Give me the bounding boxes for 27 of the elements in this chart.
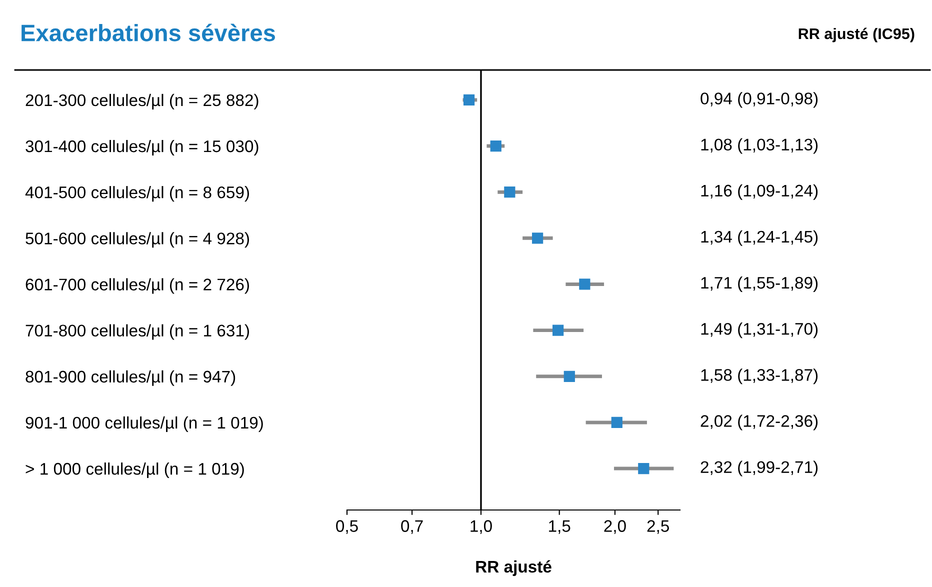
y-tick-label: 901-1 000 cellules/µl (n = 1 019) (26, 416, 263, 432)
y-tick-label: 301-400 cellules/µl (n = 15 030) (26, 140, 258, 156)
x-tick-label: 0,7 (401, 520, 423, 534)
x-tick-label: 2,5 (647, 520, 669, 534)
x-tick-label: 0,5 (336, 520, 358, 534)
data-label: 1,58 (1,33-1,87) (701, 368, 818, 384)
data-label: 0,94 (0,91-0,98) (700, 92, 818, 108)
data-label: 2,32 (1,99-2,71) (700, 460, 818, 476)
y-tick-label: 601-700 cellules/µl (n = 2 726) (26, 278, 249, 294)
y-tick-label: 701-800 cellules/µl (n = 1 631) (26, 324, 249, 340)
data-label: 1,08 (1,03-1,13) (701, 138, 818, 154)
x-axis-title: RR ajusté (476, 560, 552, 576)
y-tick-label: 501-600 cellules/µl (n = 4 928) (26, 232, 249, 248)
text: Exacerbations sévères (22, 24, 275, 42)
text: RR ajusté (IC95) (798, 28, 914, 42)
data-label: 2,02 (1,72-2,36) (700, 414, 818, 430)
data-label: 1,16 (1,09-1,24) (701, 184, 818, 200)
data-label: 1,34 (1,24-1,45) (701, 230, 818, 246)
data-label: 1,49 (1,31-1,70) (701, 322, 818, 338)
y-tick-label: 201-300 cellules/µl (n = 25 882) (26, 94, 258, 110)
x-tick-label: 1,5 (549, 520, 570, 534)
x-tick-label: 1,0 (470, 520, 492, 534)
y-tick-label: 401-500 cellules/µl (n = 8 659) (25, 186, 249, 202)
y-tick-label: > 1 000 cellules/µl (n = 1 019) (26, 462, 244, 478)
y-tick-label: 801-900 cellules/µl (n = 947) (26, 370, 236, 386)
data-label: 1,71 (1,55-1,89) (701, 276, 818, 292)
x-tick-label: 2,0 (604, 520, 626, 534)
